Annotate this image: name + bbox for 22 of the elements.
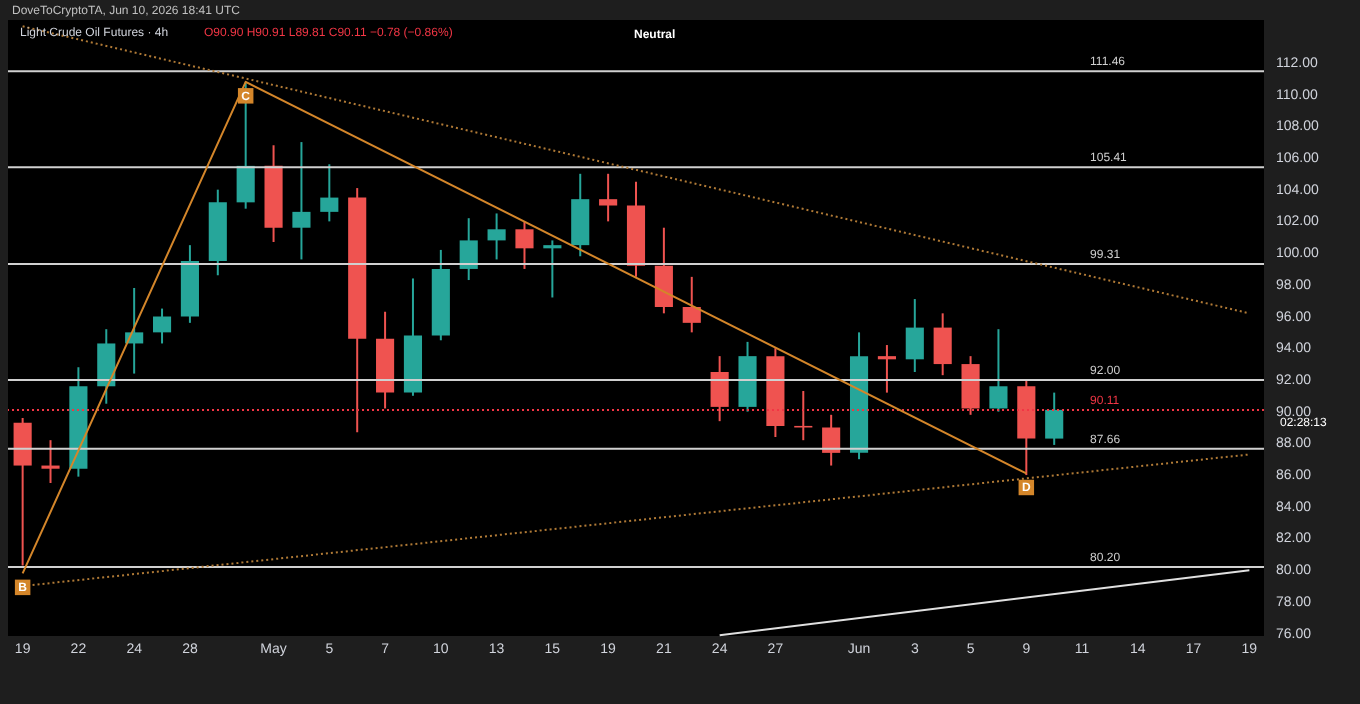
candlestick	[654, 226, 673, 315]
candlestick	[320, 163, 339, 223]
candlestick	[989, 328, 1008, 413]
candlestick	[97, 328, 116, 405]
candlestick	[822, 413, 841, 467]
candlestick	[571, 172, 590, 258]
candlestick	[292, 141, 311, 261]
candlestick	[459, 217, 478, 282]
candlestick	[515, 220, 534, 270]
candlestick	[682, 275, 701, 334]
candlestick	[961, 355, 980, 416]
candlestick	[599, 172, 618, 223]
candlestick	[487, 212, 506, 261]
candlestick	[933, 312, 952, 377]
candlestick	[41, 439, 60, 484]
candlestick	[152, 307, 172, 345]
candlestick	[877, 344, 896, 394]
candlestick	[543, 239, 562, 299]
candlestick	[1045, 391, 1064, 446]
candlestick	[710, 355, 729, 423]
candlestick	[905, 298, 924, 373]
candlestick	[13, 416, 32, 567]
